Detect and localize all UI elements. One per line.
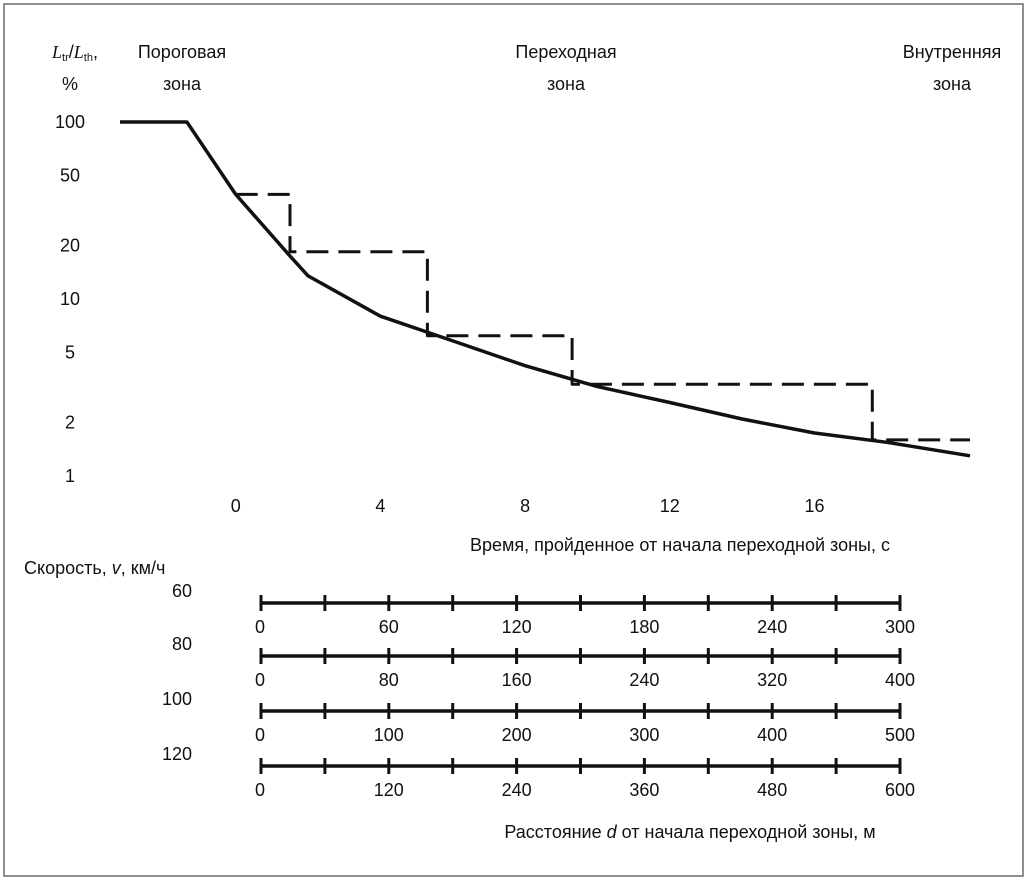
y-tick-label: 1 [65,466,75,486]
y-tick-label: 10 [60,289,80,309]
distance-tick-label: 0 [255,670,265,690]
y-axis-unit: % [62,74,78,94]
distance-tick-label: 200 [502,725,532,745]
distance-tick-label: 80 [379,670,399,690]
x-tick-label: 0 [231,496,241,516]
x-tick-label: 12 [660,496,680,516]
distance-tick-label: 0 [255,617,265,637]
speed-label: 100 [162,689,192,709]
figure-frame [3,3,1024,877]
zone-interior-line2: зона [933,74,972,94]
zone-threshold-line1: Пороговая [138,42,226,62]
distance-tick-label: 320 [757,670,787,690]
distance-tick-label: 180 [629,617,659,637]
distance-tick-label: 240 [629,670,659,690]
zone-transition-line2: зона [547,74,586,94]
y-tick-label: 50 [60,165,80,185]
y-tick-label: 100 [55,112,85,132]
distance-tick-label: 300 [885,617,915,637]
distance-tick-label: 0 [255,780,265,800]
x-tick-label: 4 [375,496,385,516]
distance-tick-label: 120 [374,780,404,800]
y-tick-label: 20 [60,236,80,256]
distance-tick-label: 400 [757,725,787,745]
y-tick-label: 5 [65,342,75,362]
series-stepped-line [235,192,970,442]
distance-tick-label: 240 [502,780,532,800]
distance-tick-label: 400 [885,670,915,690]
distance-tick-label: 240 [757,617,787,637]
distance-tick-label: 120 [502,617,532,637]
x-tick-label: 8 [520,496,530,516]
distance-tick-label: 600 [885,780,915,800]
distance-tick-label: 100 [374,725,404,745]
zone-interior-line1: Внутренняя [903,42,1002,62]
series-curve-line [120,120,971,458]
distance-tick-label: 60 [379,617,399,637]
zone-threshold-line2: зона [163,74,202,94]
y-tick-label: 2 [65,413,75,433]
distance-tick-label: 500 [885,725,915,745]
x-tick-label: 16 [804,496,824,516]
distance-tick-label: 300 [629,725,659,745]
distance-axis-label: Расстояние d от начала переходной зоны, … [504,822,875,842]
distance-tick-label: 480 [757,780,787,800]
x-axis-label: Время, пройденное от начала переходной з… [470,535,890,555]
speed-scales-title: Скорость, v, км/ч [24,558,165,578]
distance-tick-label: 360 [629,780,659,800]
speed-label: 120 [162,744,192,764]
y-axis-label: Ltr/Lth, [51,42,98,64]
distance-tick-label: 0 [255,725,265,745]
speed-label: 60 [172,581,192,601]
zone-transition-line1: Переходная [515,42,616,62]
speed-label: 80 [172,634,192,654]
distance-tick-label: 160 [502,670,532,690]
